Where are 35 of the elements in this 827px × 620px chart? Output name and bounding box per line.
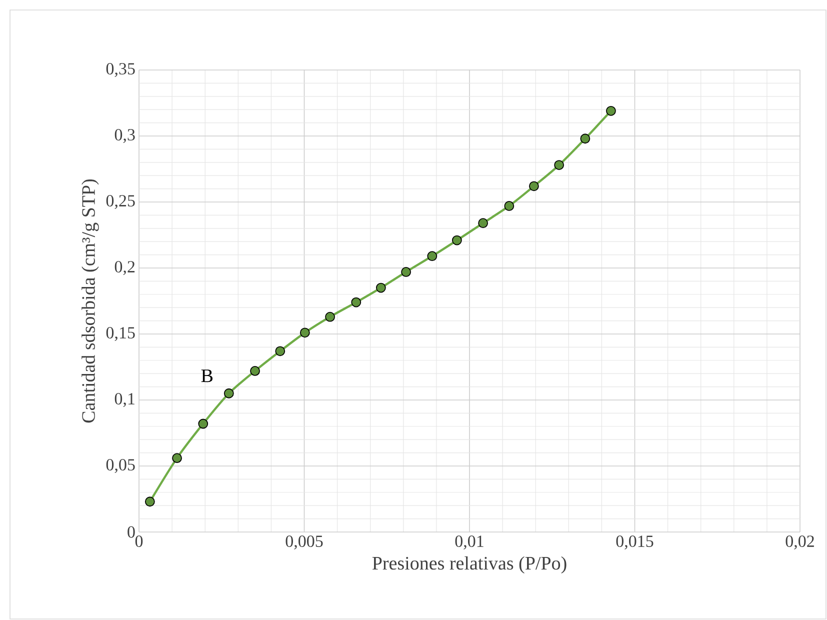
y-tick-label: 0,05 <box>106 459 135 473</box>
point <box>427 251 438 262</box>
point <box>580 134 590 144</box>
x-tick-label: 0,01 <box>455 536 484 550</box>
point <box>606 106 616 116</box>
x-tick-label: 0,005 <box>286 536 323 550</box>
y-tick-label: 0,15 <box>106 327 135 341</box>
point <box>529 181 539 192</box>
y-tick-label: 0,1 <box>114 393 134 407</box>
x-tick-label: 0,015 <box>616 536 654 550</box>
x-tick-label: 0 <box>135 536 143 547</box>
point <box>478 218 488 228</box>
point <box>144 496 155 507</box>
point <box>198 418 208 429</box>
x-axis-title: Presiones relativas (P/Po) <box>372 556 566 574</box>
point <box>275 346 286 356</box>
point <box>554 160 564 170</box>
y-tick-label: 0,2 <box>114 261 135 275</box>
y-axis-title: Cantidad sdsorbida (cm³/g STP) <box>82 179 99 423</box>
y-tick-label: 0,3 <box>114 129 135 143</box>
point <box>224 388 234 398</box>
point <box>376 282 386 293</box>
point <box>452 235 462 246</box>
y-tick-label: 0,35 <box>106 63 135 77</box>
point <box>325 312 335 322</box>
point <box>250 366 260 376</box>
annotation: B <box>201 370 212 382</box>
point <box>172 453 182 464</box>
x-tick-label: 0,02 <box>786 536 814 550</box>
point <box>401 266 411 277</box>
y-tick-label: 0 <box>128 526 135 538</box>
point <box>504 201 514 211</box>
y-tick-label: 0,25 <box>106 195 135 209</box>
point <box>300 328 310 338</box>
point <box>351 297 362 308</box>
